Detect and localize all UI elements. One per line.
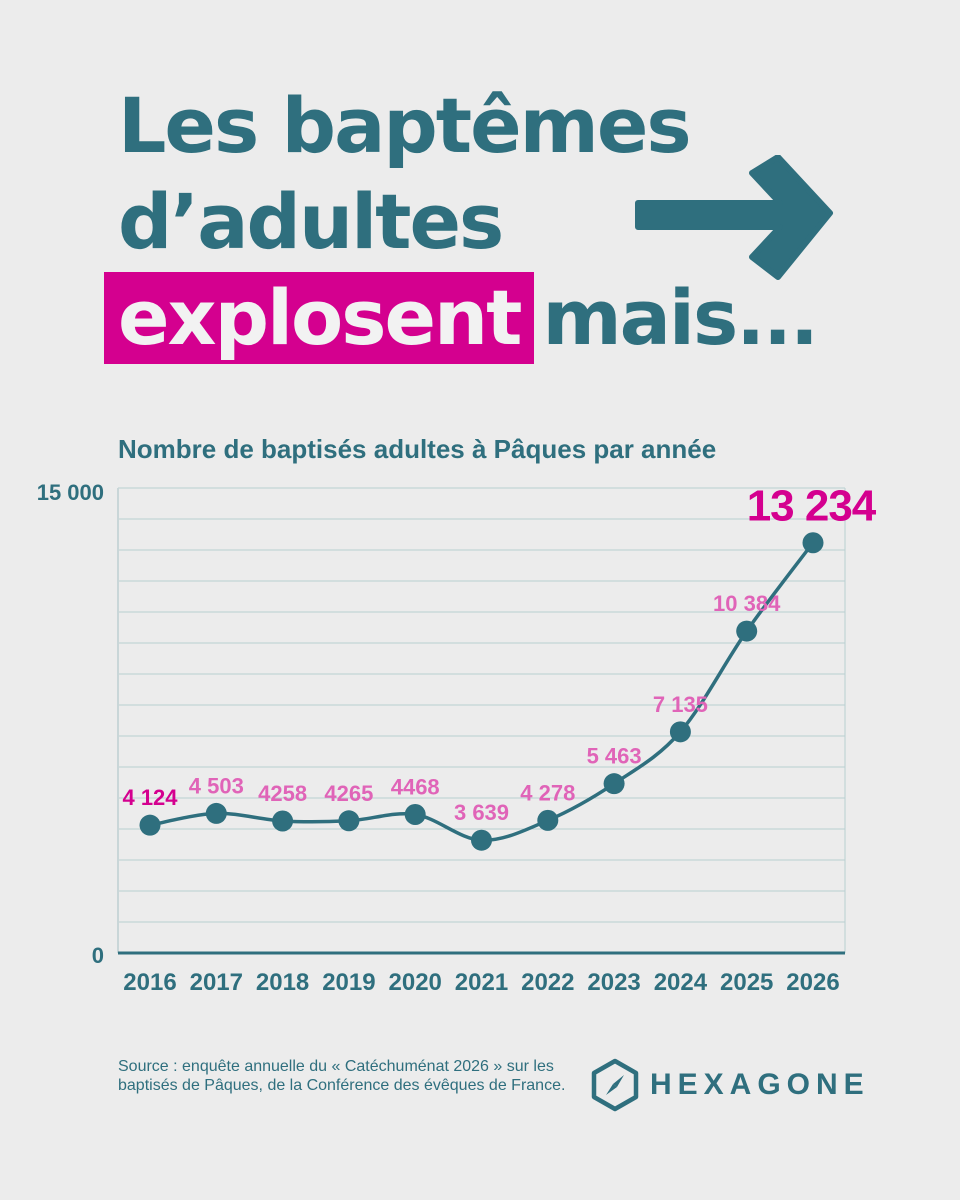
arrow-right-icon	[635, 155, 833, 280]
headline-line-3: explosent mais...	[104, 270, 819, 366]
y-tick-label: 0	[92, 943, 104, 968]
data-point	[404, 803, 426, 825]
data-point	[537, 809, 559, 831]
headline-line-1: Les baptêmes	[118, 78, 817, 174]
x-tick-label: 2024	[654, 969, 708, 996]
data-point	[471, 829, 492, 851]
x-tick-label: 2017	[190, 969, 243, 996]
headline-highlight: explosent	[104, 272, 535, 364]
data-point	[669, 721, 691, 743]
data-point	[736, 620, 758, 642]
x-tick-label: 2025	[720, 969, 773, 996]
data-label: 4 278	[520, 780, 575, 805]
headline-word-mais: mais...	[542, 273, 818, 362]
headline-line-2: d’adultes	[118, 177, 504, 266]
data-label: 10 384	[713, 591, 781, 616]
x-tick-label: 2016	[123, 969, 176, 996]
chart-subtitle: Nombre de baptisés adultes à Pâques par …	[118, 434, 717, 464]
headline-word-baptemes: baptêmes	[281, 81, 692, 170]
data-label: 3 639	[454, 800, 509, 825]
data-point	[338, 810, 360, 832]
headline: Les baptêmes d’adultes explosent mais...	[104, 78, 819, 366]
logo-text: HEXAGONE	[650, 1068, 870, 1101]
compass-hexagon-icon	[591, 1058, 639, 1112]
x-tick-label: 2022	[521, 969, 574, 996]
x-tick-label: 2019	[322, 969, 375, 996]
line-chart: 0 15 000 2016 2017 2018 2019 2020 2021 2022 2023 2…	[37, 480, 878, 996]
x-tick-label: 2020	[389, 969, 442, 996]
x-tick-label: 2023	[587, 969, 640, 996]
data-label: 4265	[324, 781, 373, 806]
data-label: 4468	[391, 774, 440, 799]
data-label: 4 503	[189, 773, 244, 798]
data-label: 4258	[258, 781, 307, 806]
data-label: 5 463	[587, 744, 642, 769]
data-label: 7 135	[653, 692, 708, 717]
x-tick-label: 2021	[455, 969, 508, 996]
source-note: Source : enquête annuelle du « Catéchumé…	[118, 1058, 566, 1094]
x-tick-label: 2026	[786, 969, 839, 996]
headline-word-les: Les	[118, 81, 282, 170]
data-label: 4 124	[122, 785, 178, 810]
data-label: 13 234	[747, 482, 877, 531]
series-line	[149, 541, 815, 842]
data-point	[272, 810, 294, 832]
y-tick-label: 15 000	[37, 480, 104, 505]
hexagone-logo: HEXAGONE	[590, 1058, 870, 1112]
data-point	[603, 773, 625, 795]
data-point	[139, 814, 161, 836]
x-tick-label: 2018	[256, 969, 309, 996]
data-point	[205, 802, 227, 824]
data-point	[802, 532, 824, 554]
